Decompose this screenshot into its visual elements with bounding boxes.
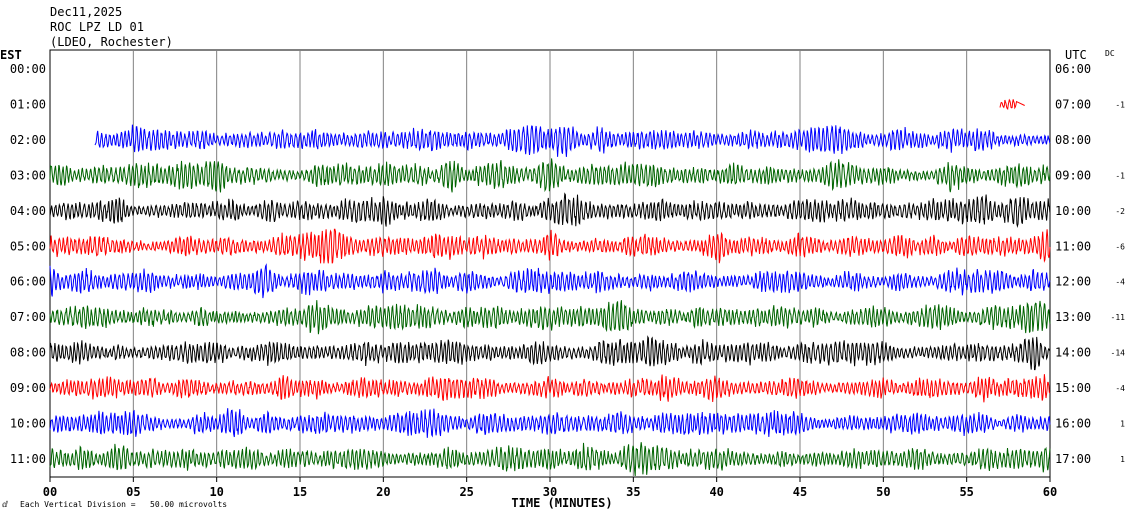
corner-mark: ⅆ: [2, 500, 8, 509]
dc-offset: -4: [1115, 384, 1125, 393]
right-zone-label: UTC: [1065, 48, 1087, 62]
utc-label: 10:00: [1055, 204, 1091, 218]
dc-offset: 1: [1120, 420, 1125, 429]
dc-offset: -11: [1111, 313, 1126, 322]
est-label: 04:00: [10, 204, 46, 218]
seismic-trace: [49, 442, 1051, 477]
seismic-trace: [49, 228, 1051, 264]
seismic-trace: [999, 98, 1025, 110]
utc-label: 17:00: [1055, 452, 1091, 466]
header-date: Dec11,2025: [50, 5, 123, 19]
utc-label: 09:00: [1055, 168, 1091, 182]
header-station: ROC LPZ LD 01: [50, 20, 144, 34]
x-axis-title: TIME (MINUTES): [511, 496, 612, 510]
x-tick-label: 00: [43, 485, 57, 499]
x-tick-label: 25: [459, 485, 473, 499]
dc-offset: -1: [1115, 100, 1125, 109]
x-tick-label: 60: [1043, 485, 1057, 499]
seismic-trace: [94, 124, 1051, 157]
dc-offset: -1: [1115, 171, 1125, 180]
x-tick-label: 35: [626, 485, 640, 499]
labels: 00 05 10 15 20 25 30 35 40 45 50 55 60 00:00 06:00 01:0…: [10, 62, 1125, 499]
x-tick-label: 50: [876, 485, 890, 499]
dc-offset: -6: [1115, 242, 1125, 251]
x-tick-label: 45: [793, 485, 807, 499]
seismic-trace: [49, 158, 1051, 193]
est-label: 06:00: [10, 275, 46, 289]
est-label: 02:00: [10, 133, 46, 147]
x-tick-label: 15: [293, 485, 307, 499]
est-label: 03:00: [10, 168, 46, 182]
utc-label: 11:00: [1055, 239, 1091, 253]
utc-label: 14:00: [1055, 346, 1091, 360]
x-tick-label: 05: [126, 485, 140, 499]
est-label: 10:00: [10, 417, 46, 431]
est-label: 11:00: [10, 452, 46, 466]
dc-offset: 1: [1120, 455, 1125, 464]
x-tick-label: 40: [709, 485, 723, 499]
dc-header: DC: [1105, 49, 1115, 58]
x-tick-label: 55: [959, 485, 973, 499]
seismic-trace: [49, 335, 1051, 371]
est-label: 08:00: [10, 346, 46, 360]
x-tick-label: 30: [543, 485, 557, 499]
dc-offset: -2: [1115, 207, 1125, 216]
left-zone-label: EST: [0, 48, 22, 62]
seismic-trace: [49, 263, 1051, 299]
dc-offset: -4: [1115, 278, 1125, 287]
x-tick-label: 10: [209, 485, 223, 499]
dc-offset: -14: [1111, 349, 1126, 358]
traces: [49, 98, 1051, 477]
seismic-trace: [49, 300, 1051, 335]
utc-label: 07:00: [1055, 97, 1091, 111]
x-tick-label: 20: [376, 485, 390, 499]
utc-label: 12:00: [1055, 275, 1091, 289]
grid: [49, 49, 1051, 482]
utc-label: 06:00: [1055, 62, 1091, 76]
seismic-trace: [49, 192, 1051, 228]
seismic-trace: [49, 374, 1051, 403]
utc-label: 08:00: [1055, 133, 1091, 147]
est-label: 09:00: [10, 381, 46, 395]
est-label: 05:00: [10, 239, 46, 253]
utc-label: 16:00: [1055, 417, 1091, 431]
utc-label: 15:00: [1055, 381, 1091, 395]
header-network: (LDEO, Rochester): [50, 35, 173, 49]
est-label: 07:00: [10, 310, 46, 324]
est-label: 00:00: [10, 62, 46, 76]
footer-note: Each Vertical Division = 50.00 microvolt…: [20, 500, 228, 509]
utc-label: 13:00: [1055, 310, 1091, 324]
seismic-trace: [49, 408, 1051, 438]
est-label: 01:00: [10, 97, 46, 111]
